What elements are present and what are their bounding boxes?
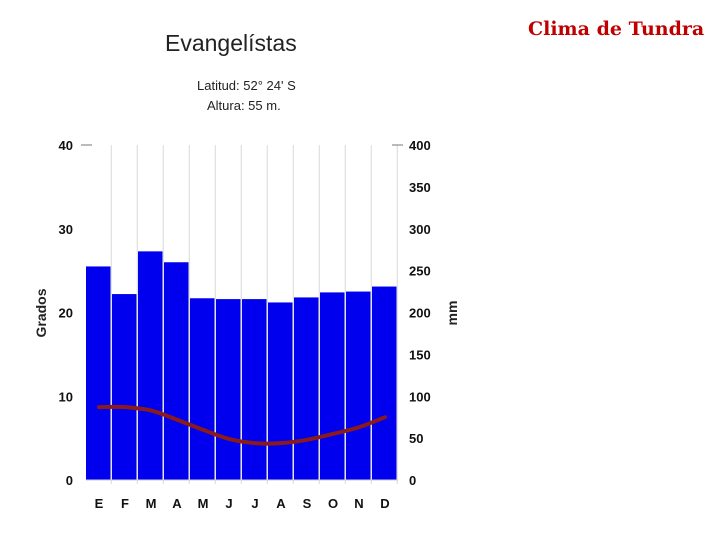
y-left-tick-label: 30 xyxy=(59,222,73,237)
precip-bar-2 xyxy=(112,294,137,480)
precip-bar-7 xyxy=(242,299,267,480)
y-left-tick-label: 0 xyxy=(66,473,73,488)
precip-bar-10 xyxy=(320,292,345,480)
latitude-label: Latitud: 52° 24' S xyxy=(197,78,296,93)
y-right-tick-label: 50 xyxy=(409,431,423,446)
precip-bar-3 xyxy=(138,251,163,480)
y-left-axis-title: Grados xyxy=(33,288,49,337)
slide-title: Clima de Tundra xyxy=(528,18,705,40)
x-tick-label: O xyxy=(328,496,338,511)
precip-bar-4 xyxy=(164,262,189,480)
chart-title: Evangelístas xyxy=(165,30,297,56)
temperature-curve xyxy=(97,404,387,446)
y-right-axis-title: mm xyxy=(444,301,460,326)
precip-bar-5 xyxy=(190,298,215,480)
x-tick-label: S xyxy=(303,496,312,511)
y-right-tick-label: 400 xyxy=(409,138,431,153)
y-right-tick-label: 150 xyxy=(409,347,431,362)
y-right-tick-label: 300 xyxy=(409,222,431,237)
precip-bar-6 xyxy=(216,299,241,480)
y-left-tick-label: 10 xyxy=(59,389,73,404)
x-tick-label: A xyxy=(172,496,182,511)
grid-lines xyxy=(81,144,403,484)
x-tick-label: J xyxy=(225,496,232,511)
x-tick-label: M xyxy=(198,496,209,511)
altitude-label: Altura: 55 m. xyxy=(207,98,281,113)
y-right-tick-label: 250 xyxy=(409,264,431,279)
y-left-tick-label: 40 xyxy=(59,138,73,153)
x-tick-label: D xyxy=(380,496,389,511)
y-right-tick-label: 0 xyxy=(409,473,416,488)
precip-bar-12 xyxy=(372,286,397,480)
y-right-tick-label: 100 xyxy=(409,389,431,404)
x-tick-label: E xyxy=(95,496,104,511)
axis-titles: Grados mm xyxy=(33,288,460,337)
x-tick-label: F xyxy=(121,496,129,511)
precip-bar-11 xyxy=(346,291,371,480)
precipitation-bars xyxy=(86,251,397,480)
precip-bar-1 xyxy=(86,266,111,480)
x-tick-label: A xyxy=(276,496,286,511)
x-tick-label: M xyxy=(146,496,157,511)
precip-bar-9 xyxy=(294,297,319,480)
x-tick-label: J xyxy=(251,496,258,511)
y-right-tick-label: 200 xyxy=(409,306,431,321)
temperature-line xyxy=(97,404,387,446)
precip-bar-8 xyxy=(268,302,293,480)
y-right-tick-label: 350 xyxy=(409,180,431,195)
y-left-tick-label: 20 xyxy=(59,306,73,321)
x-tick-label: N xyxy=(354,496,363,511)
